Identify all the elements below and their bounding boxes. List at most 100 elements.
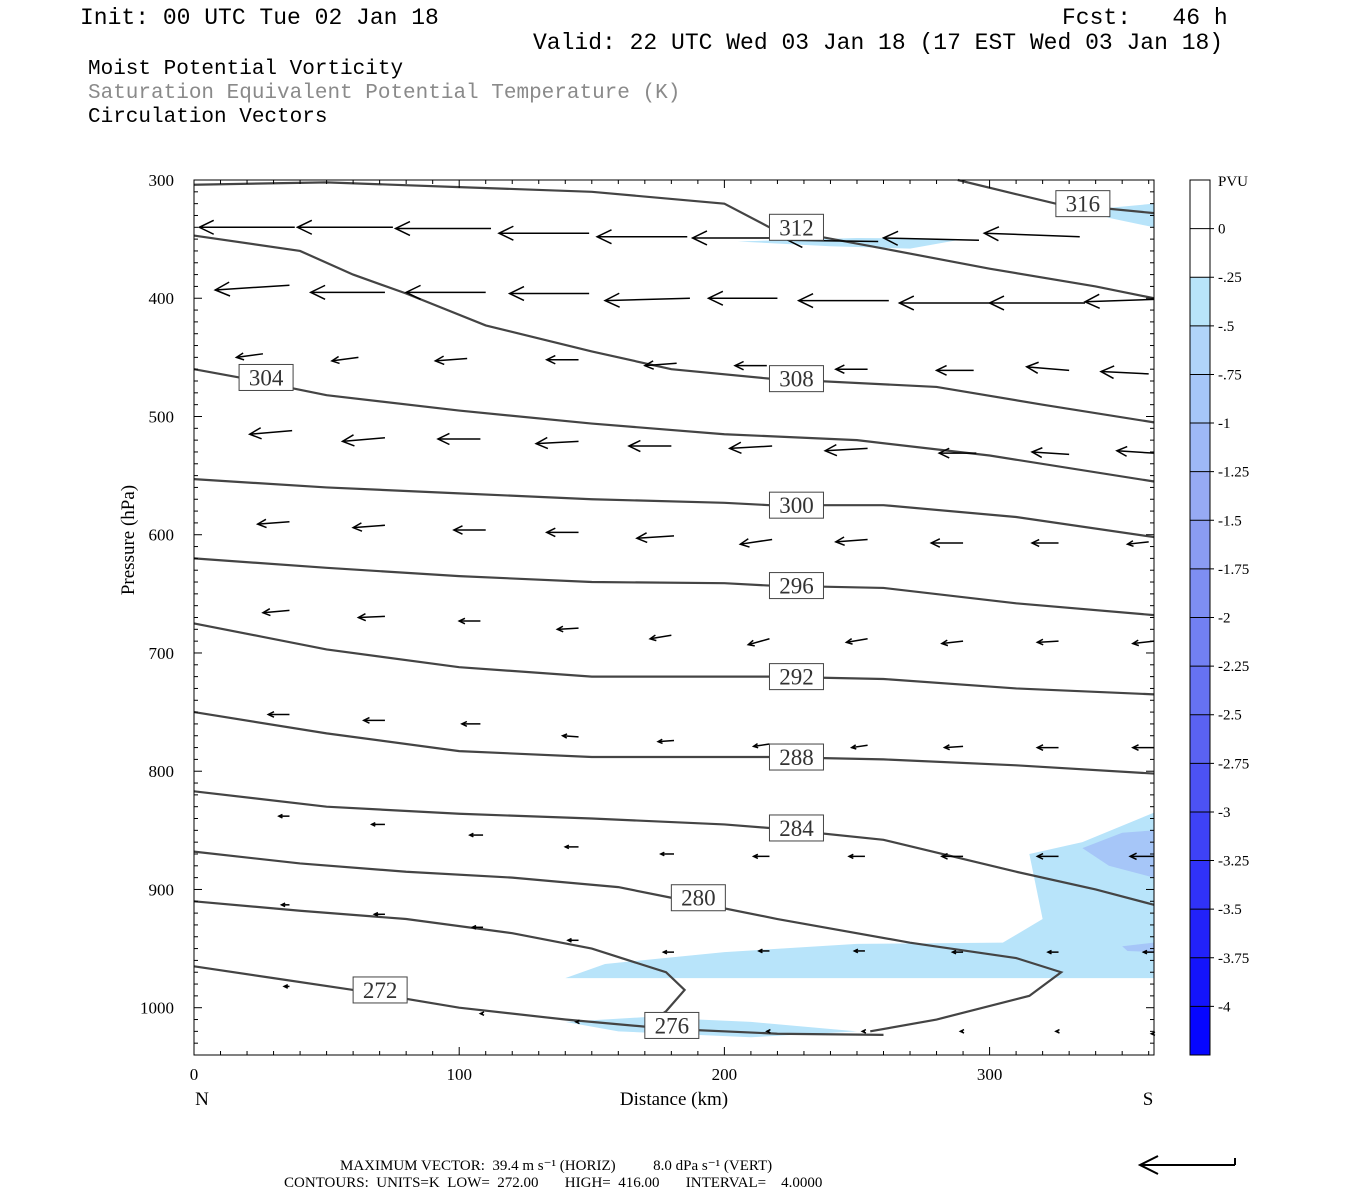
y-tick-label: 300 — [149, 171, 175, 190]
circulation-vector — [1030, 447, 1070, 459]
circulation-vector — [940, 852, 964, 860]
contour-304 — [193, 368, 1155, 483]
circulation-vector — [369, 822, 385, 827]
colorbar-swatch — [1190, 277, 1210, 327]
circulation-vector — [308, 284, 385, 300]
circulation-vector — [234, 352, 264, 361]
circulation-vector — [574, 1019, 580, 1025]
circulation-vector — [881, 230, 979, 246]
colorbar-swatch — [1190, 325, 1210, 375]
circulation-vector — [706, 290, 778, 306]
circulation-vector — [1115, 445, 1155, 457]
colorbar-tick-label: -1.75 — [1218, 562, 1249, 578]
circulation-vector — [661, 949, 674, 955]
pv-fill-layer — [565, 203, 1154, 1038]
circulation-vector — [751, 853, 770, 860]
colorbar-swatch — [1190, 909, 1210, 959]
circulation-vector — [627, 439, 672, 453]
circulation-vector — [282, 984, 290, 989]
circulation-vector — [595, 229, 688, 245]
circulation-vector — [433, 355, 468, 366]
contour-280 — [193, 850, 1064, 1033]
circulation-vector — [197, 219, 295, 235]
contour-label-316: 316 — [1055, 190, 1111, 218]
circulation-vector — [1099, 365, 1149, 380]
circulation-vector — [261, 608, 290, 617]
circulation-vector — [1035, 852, 1059, 860]
colorbar: PVU 0 -.25 -.5 -.75 -1 -1.25 -1.5 -1.75 -2 -2.25 -2… — [1189, 174, 1249, 1056]
contour-300 — [193, 478, 1155, 539]
circulation-vector — [372, 911, 385, 917]
circulation-vector — [733, 360, 767, 371]
colorbar-tick-label: 0 — [1218, 222, 1226, 238]
contour-276 — [193, 900, 687, 1027]
circulation-vector — [356, 613, 385, 622]
colorbar-swatch — [1190, 860, 1210, 910]
colorbar-tick-label: -1.5 — [1218, 513, 1242, 529]
circulation-vector — [295, 219, 393, 235]
circulation-vector — [690, 230, 783, 246]
circulation-vector — [656, 738, 675, 745]
circulation-vector — [457, 617, 481, 625]
colorbar-tick-label: -.5 — [1218, 319, 1234, 335]
pv-region-5 — [565, 1017, 857, 1038]
contour-label-308: 308 — [768, 365, 824, 393]
circulation-vector — [934, 364, 974, 376]
colorbar-title: PVU — [1218, 174, 1248, 190]
circulation-vector — [659, 851, 674, 857]
circulation-vector — [765, 1028, 771, 1034]
circulation-vector — [635, 532, 675, 544]
contour-label-296: 296 — [768, 572, 824, 600]
circulation-vector — [738, 538, 773, 548]
x-tick-label: 300 — [977, 1065, 1003, 1084]
circulation-vector — [844, 637, 868, 645]
circulation-vector — [929, 538, 964, 548]
circulation-vector — [277, 813, 290, 819]
circulation-vector — [940, 639, 964, 647]
colorbar-tick-label: -3.25 — [1218, 854, 1249, 870]
svg-text:288: 288 — [779, 745, 814, 770]
circulation-vector — [478, 1011, 485, 1017]
contour-296 — [193, 557, 1155, 617]
pv-region-4 — [1122, 942, 1154, 953]
circulation-vector — [982, 226, 1080, 242]
circulation-vector — [351, 522, 385, 532]
svg-text:292: 292 — [779, 665, 814, 690]
vector-layer — [197, 219, 1156, 1037]
svg-text:316: 316 — [1066, 192, 1101, 217]
circulation-vector — [751, 743, 770, 749]
circulation-vector — [563, 844, 579, 850]
circulation-vector — [1024, 361, 1070, 374]
contour-308 — [193, 234, 1155, 424]
svg-text:308: 308 — [779, 367, 814, 392]
colorbar-swatch — [1190, 423, 1210, 473]
circulation-vector — [566, 937, 579, 943]
circulation-vector — [1046, 949, 1059, 955]
contour-284 — [193, 790, 1155, 906]
circulation-vector — [279, 902, 290, 908]
y-tick-label: 1000 — [140, 999, 174, 1018]
contour-label-272: 272 — [352, 976, 408, 1004]
contour-label-300: 300 — [768, 491, 824, 519]
max-vector-note: MAXIMUM VECTOR: 39.4 m s⁻¹ (HORIZ) 8.0 d… — [340, 1158, 773, 1174]
colorbar-swatch — [1190, 763, 1210, 813]
circulation-vector — [727, 441, 773, 455]
x-tick-label: 0 — [190, 1065, 199, 1084]
contour-312 — [193, 181, 1155, 300]
circulation-vector — [436, 432, 481, 446]
y-tick-label: 600 — [149, 526, 175, 545]
axes-layer: 300 400 500 600 700 800 900 1000 0 100 200 300 N S Dis… — [118, 171, 1154, 1110]
colorbar-swatch — [1190, 617, 1210, 667]
circulation-vector — [823, 443, 868, 457]
circulation-vector — [330, 355, 359, 365]
circulation-vector — [255, 518, 290, 529]
circulation-vector — [1030, 538, 1059, 548]
circulation-vector — [1035, 638, 1059, 646]
x-end-south: S — [1143, 1089, 1154, 1110]
colorbar-tick-label: -2.25 — [1218, 659, 1249, 675]
y-tick-label: 500 — [149, 407, 175, 426]
pv-region-2 — [565, 812, 1154, 979]
colorbar-swatch — [1190, 374, 1210, 424]
circulation-vector — [1083, 293, 1155, 309]
colorbar-tick-label: -3.75 — [1218, 951, 1249, 967]
